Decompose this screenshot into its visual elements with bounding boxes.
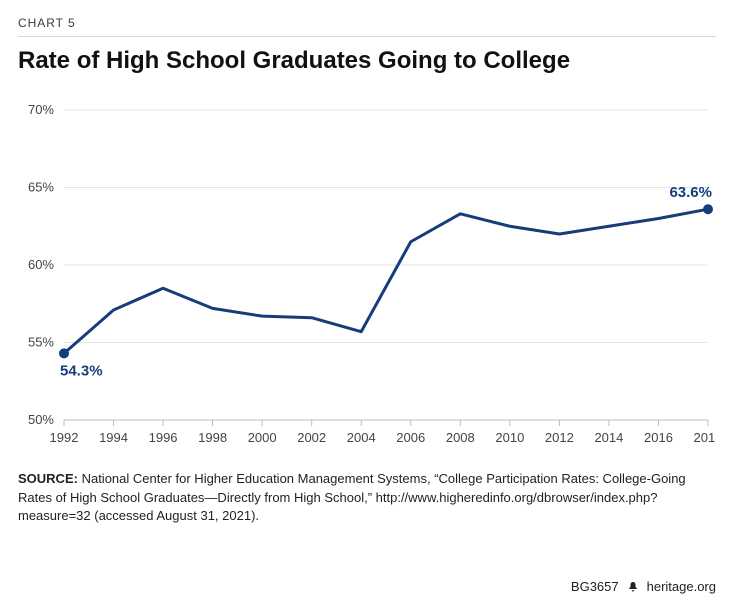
chart-kicker: CHART 5 [18, 16, 716, 37]
svg-text:55%: 55% [28, 334, 54, 349]
svg-text:2008: 2008 [446, 430, 475, 445]
svg-text:63.6%: 63.6% [669, 184, 712, 201]
svg-text:1994: 1994 [99, 430, 128, 445]
source-text: National Center for Higher Education Man… [18, 471, 686, 524]
footer-site: heritage.org [647, 579, 716, 594]
source-label: SOURCE: [18, 471, 78, 486]
svg-text:2002: 2002 [297, 430, 326, 445]
svg-text:1998: 1998 [198, 430, 227, 445]
footer: BG3657 heritage.org [571, 579, 716, 594]
svg-text:60%: 60% [28, 257, 54, 272]
bell-icon [627, 581, 639, 593]
source-line: SOURCE: National Center for Higher Educa… [18, 470, 716, 527]
chart-svg: 50% 55% 60% 65% 70% 1992 1994 1996 1998 2000 2002 2… [18, 92, 716, 452]
svg-text:2014: 2014 [594, 430, 623, 445]
svg-text:70%: 70% [28, 102, 54, 117]
line-chart: 50% 55% 60% 65% 70% 1992 1994 1996 1998 2000 2002 2… [18, 92, 716, 452]
svg-text:2012: 2012 [545, 430, 574, 445]
svg-text:2016: 2016 [644, 430, 673, 445]
chart-title: Rate of High School Graduates Going to C… [18, 47, 716, 76]
svg-text:2018: 2018 [694, 430, 716, 445]
svg-text:50%: 50% [28, 412, 54, 427]
svg-text:1992: 1992 [50, 430, 79, 445]
svg-text:54.3%: 54.3% [60, 362, 103, 379]
svg-text:1996: 1996 [149, 430, 178, 445]
svg-text:65%: 65% [28, 179, 54, 194]
svg-text:2010: 2010 [495, 430, 524, 445]
footer-code: BG3657 [571, 579, 619, 594]
svg-text:2004: 2004 [347, 430, 376, 445]
svg-text:2000: 2000 [248, 430, 277, 445]
svg-text:2006: 2006 [396, 430, 425, 445]
